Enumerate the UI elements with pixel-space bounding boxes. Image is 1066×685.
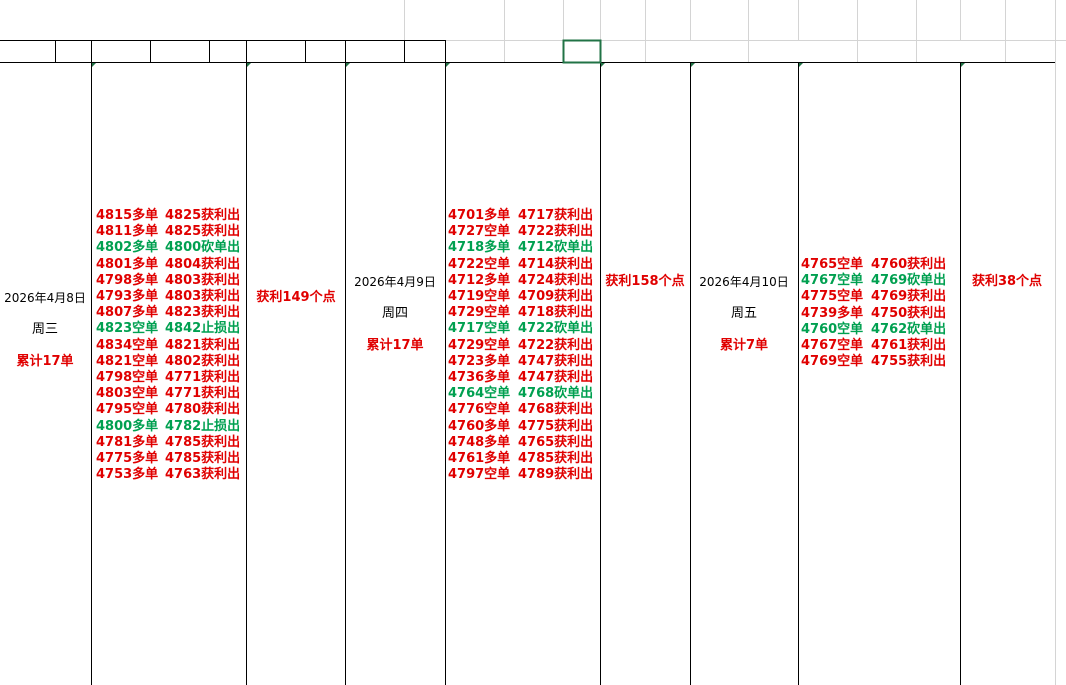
trade-entry: 4718多单 (448, 240, 511, 256)
trade-exit: 4804获利出 (165, 256, 241, 272)
trade-exit: 4717获利出 (518, 208, 594, 223)
trade-entry: 4760多单 (448, 418, 511, 434)
weekday: 周三 (31, 322, 59, 337)
weekday: 周四 (381, 306, 409, 321)
profit: 获利38个点 (971, 274, 1043, 289)
trade-entry: 4729空单 (448, 305, 511, 321)
trade-entry: 4739多单 (801, 305, 864, 321)
trade-exit: 4768获利出 (518, 402, 594, 418)
trade-exit: 4709获利出 (518, 289, 594, 304)
trade-exit: 4785获利出 (518, 451, 594, 466)
trade-exit: 4747获利出 (518, 353, 594, 369)
trade-entry: 4811多单 (96, 224, 159, 240)
trade-entry: 4798空单 (96, 370, 159, 385)
trade-entry: 4727空单 (448, 224, 511, 240)
trade-exit: 4780获利出 (165, 402, 241, 418)
trade-exit: 4821获利出 (165, 337, 241, 353)
trade-exit: 4771获利出 (165, 370, 241, 385)
date: 2026年4月10日 (699, 275, 789, 289)
trade-exit: 4747获利出 (518, 370, 594, 385)
trade-exit: 4722获利出 (518, 224, 594, 240)
trade-exit: 4718获利出 (518, 305, 594, 321)
trade-entry: 4797空单 (448, 467, 511, 483)
trade-exit: 4722砍单出 (518, 321, 594, 337)
trade-entry: 4729空单 (448, 337, 511, 353)
count: 累计17单 (366, 338, 424, 353)
trade-entry: 4801多单 (96, 256, 159, 272)
profit: 获利158个点 (605, 274, 685, 289)
trade-exit: 4823获利出 (165, 305, 241, 321)
trade-exit: 4825获利出 (165, 208, 241, 223)
trade-exit: 4802获利出 (165, 353, 241, 369)
trade-exit: 4760获利出 (871, 257, 947, 272)
trade-entry: 4764空单 (448, 386, 511, 402)
trade-exit: 4763获利出 (165, 467, 241, 483)
trade-entry: 4803空单 (96, 386, 159, 402)
trade-entry: 4775多单 (96, 451, 159, 466)
trade-exit: 4724获利出 (518, 272, 594, 288)
trade-exit: 4771获利出 (165, 386, 241, 402)
trade-exit: 4768砍单出 (518, 386, 594, 402)
trade-exit: 4825获利出 (165, 224, 241, 240)
trade-entry: 4834空单 (96, 337, 159, 353)
count: 累计17单 (16, 354, 74, 369)
trade-entry: 4769空单 (801, 354, 864, 370)
trade-entry: 4765空单 (801, 257, 864, 272)
trade-entry: 4701多单 (448, 208, 511, 223)
trade-entry: 4795空单 (96, 402, 159, 418)
trade-entry: 4821空单 (96, 353, 159, 369)
trade-entry: 4802多单 (96, 240, 159, 256)
trade-entry: 4776空单 (448, 402, 511, 418)
trade-exit: 4782止损出 (165, 418, 241, 434)
trade-exit: 4842止损出 (165, 321, 241, 337)
date: 2026年4月9日 (354, 275, 436, 289)
trade-entry: 4736多单 (448, 370, 511, 385)
trade-entry: 4761多单 (448, 451, 511, 466)
trade-entry: 4753多单 (96, 467, 159, 483)
trade-entry: 4815多单 (96, 208, 159, 223)
trade-entry: 4717空单 (448, 321, 511, 337)
trade-exit: 4761获利出 (871, 338, 947, 353)
trade-exit: 4785获利出 (165, 451, 241, 466)
trade-exit: 4765获利出 (518, 434, 594, 450)
trade-exit: 4750获利出 (871, 305, 947, 321)
trade-entry: 4722空单 (448, 256, 511, 272)
trade-exit: 4712砍单出 (518, 240, 594, 256)
trade-entry: 4712多单 (448, 272, 511, 288)
trade-entry: 4807多单 (96, 305, 159, 321)
trade-exit: 4775获利出 (518, 418, 594, 434)
trade-exit: 4755获利出 (871, 354, 947, 370)
trade-entry: 4823空单 (96, 321, 159, 337)
date: 2026年4月8日 (4, 291, 86, 305)
trade-entry: 4767空单 (801, 273, 864, 289)
trade-entry: 4781多单 (96, 434, 159, 450)
trade-exit: 4769砍单出 (871, 273, 947, 289)
trade-entry: 4719空单 (448, 289, 511, 304)
trade-entry: 4760空单 (801, 321, 864, 337)
trade-entry: 4767空单 (801, 338, 864, 353)
trade-exit: 4800砍单出 (165, 240, 241, 256)
profit: 获利149个点 (256, 290, 336, 305)
trade-entry: 4723多单 (448, 353, 511, 369)
trade-entry: 4793多单 (96, 289, 159, 304)
count: 累计7单 (719, 338, 769, 353)
trade-exit: 4714获利出 (518, 256, 594, 272)
trade-exit: 4722获利出 (518, 337, 594, 353)
weekday: 周五 (730, 306, 758, 321)
trade-entry: 4800多单 (96, 418, 159, 434)
trade-exit: 4762砍单出 (871, 321, 947, 337)
trade-exit: 4785获利出 (165, 434, 241, 450)
trade-entry: 4748多单 (448, 434, 511, 450)
trade-exit: 4769获利出 (871, 289, 947, 305)
trade-exit: 4803获利出 (165, 289, 241, 304)
trade-exit: 4803获利出 (165, 272, 241, 288)
trade-entry: 4798多单 (96, 272, 159, 288)
trade-exit: 4789获利出 (518, 467, 594, 483)
trade-entry: 4775空单 (801, 289, 864, 305)
